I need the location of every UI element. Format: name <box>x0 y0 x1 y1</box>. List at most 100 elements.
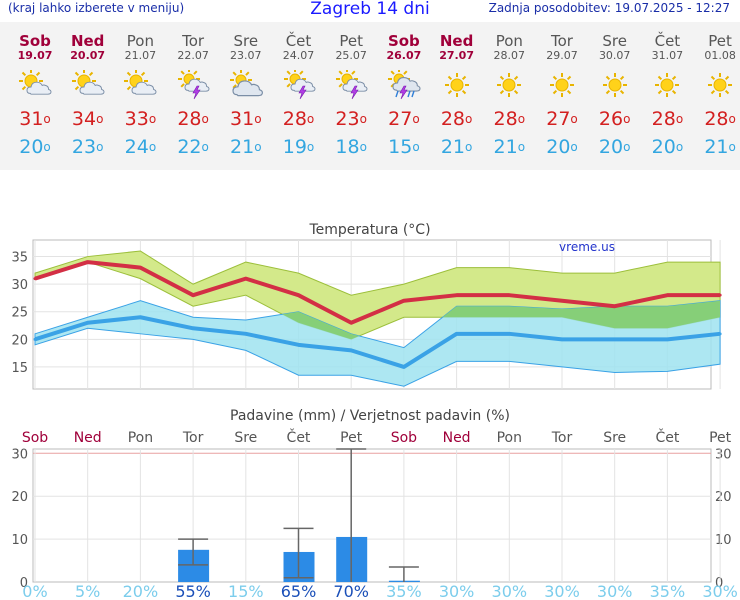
max-temp: 27o <box>546 108 578 130</box>
precip-probability-label: 20% <box>123 582 159 600</box>
max-temp: 31o <box>230 108 262 130</box>
min-temp-value: 24 <box>124 136 149 158</box>
min-temp: 24o <box>124 136 157 158</box>
day-column: Sob 19.07 31o 20o <box>9 22 61 170</box>
sun-cloud-rain-thunder-icon <box>387 68 421 100</box>
precip-probability-label: 30% <box>702 582 738 600</box>
sun-icon <box>492 70 526 100</box>
precip-day-label: Tor <box>551 430 573 446</box>
precip-probability-label: 70% <box>333 582 369 600</box>
max-temp-point <box>244 277 248 281</box>
min-temp-point <box>349 348 353 352</box>
location-menu-hint[interactable]: (kraj lahko izberete v meniju) <box>8 1 185 15</box>
precip-probability-label: 5% <box>75 582 100 600</box>
day-date: 24.07 <box>282 49 315 62</box>
max-temp-point <box>560 299 564 303</box>
min-temp-point <box>402 365 406 369</box>
day-name: Sre <box>233 32 259 50</box>
max-temp-value: 28 <box>651 108 676 130</box>
day-name: Čet <box>285 32 312 50</box>
precip-day-label: Sob <box>22 430 48 446</box>
min-temp-value: 21 <box>704 136 729 158</box>
day-name: Sob <box>387 32 420 50</box>
temp-tick-label: 35 <box>11 251 28 266</box>
precip-probability-label: 30% <box>544 582 580 600</box>
min-temp: 21o <box>440 136 473 158</box>
sun-icon <box>440 70 474 100</box>
precip-day-label: Pet <box>709 430 732 446</box>
day-name: Tor <box>551 32 573 50</box>
day-column: Ned 20.07 34o 23o <box>62 22 114 170</box>
precip-probability-label: 30% <box>439 582 475 600</box>
min-temp: 18o <box>335 136 367 158</box>
max-temp-value: 28 <box>493 108 518 130</box>
min-temp-value: 23 <box>71 136 97 158</box>
precip-probability-label: 15% <box>228 582 264 600</box>
max-temp: 27o <box>388 108 420 130</box>
day-column: Pon 21.07 33o 24o <box>114 22 166 170</box>
min-temp-point <box>455 332 459 336</box>
precip-tick-label-left: 20 <box>11 490 28 505</box>
precip-day-label: Sob <box>391 430 417 446</box>
day-date: 31.07 <box>651 49 684 62</box>
max-temp: 28o <box>282 108 315 130</box>
watermark: vreme.us <box>559 240 615 254</box>
min-temp: 23o <box>71 136 104 158</box>
min-temp-point <box>613 337 617 341</box>
temp-tick-label: 15 <box>11 361 28 376</box>
min-temp-line <box>34 315 721 369</box>
precip-tick-label-left: 10 <box>11 533 28 548</box>
min-temp: 15o <box>388 136 420 158</box>
min-temp-point <box>138 315 142 319</box>
min-temp-value: 21 <box>440 136 466 158</box>
header: (kraj lahko izberete v meniju) Zagreb 14… <box>0 0 740 20</box>
sun-cloud-thunder-icon <box>282 68 316 100</box>
max-temp-value: 31 <box>19 108 44 130</box>
min-temp-value: 21 <box>230 136 255 158</box>
day-date: 30.07 <box>598 49 631 62</box>
min-temp: 19o <box>282 136 315 158</box>
sun-icon <box>703 70 737 100</box>
day-date: 01.08 <box>704 49 736 62</box>
precip-day-label: Čet <box>655 428 679 446</box>
precip-tick-label-left: 30 <box>11 447 28 462</box>
max-temp-point <box>718 293 722 297</box>
precip-day-label: Ned <box>74 430 102 446</box>
last-updated: Zadnja posodobitev: 19.07.2025 - 12:27 <box>488 1 730 15</box>
max-temp-point <box>349 321 353 325</box>
min-temp-point <box>86 321 90 325</box>
max-temp-point <box>402 299 406 303</box>
min-temp-value: 20 <box>19 136 44 158</box>
max-temp-value: 33 <box>124 108 149 130</box>
day-name: Pon <box>495 32 523 50</box>
day-column: Sre 23.07 31o 21o <box>220 22 272 170</box>
max-temp: 28o <box>177 108 209 130</box>
max-temp: 34o <box>71 108 104 130</box>
sun-icon <box>545 70 579 100</box>
precip-day-label: Pon <box>128 430 153 446</box>
min-temp: 20o <box>651 136 684 158</box>
max-temp: 31o <box>19 108 51 130</box>
min-temp-point <box>718 332 722 336</box>
min-temp-point <box>560 337 564 341</box>
day-date: 26.07 <box>386 49 422 62</box>
temp-chart-title: Temperatura (°C) <box>308 222 430 238</box>
precip-chart-title: Padavine (mm) / Verjetnost padavin (%) <box>230 408 510 424</box>
max-temp-point <box>191 293 195 297</box>
max-temp-value: 27 <box>546 108 571 130</box>
min-temp-point <box>191 326 195 330</box>
precip-probability-label: 0% <box>22 582 47 600</box>
min-temp-value: 15 <box>388 136 413 158</box>
day-column: Čet 24.07 28o 19o <box>273 22 325 170</box>
min-temp: 22o <box>177 136 209 158</box>
min-temp-point <box>665 337 669 341</box>
min-temp: 20o <box>546 136 578 158</box>
max-temp: 23o <box>335 108 367 130</box>
day-column: Čet 31.07 28o 20o <box>641 22 693 170</box>
max-temp-line <box>34 260 721 325</box>
day-column: Pet 25.07 23o 18o <box>325 22 377 170</box>
precip-probability-label: 65% <box>281 582 317 600</box>
precip-day-label: Pon <box>497 430 522 446</box>
max-temp: 28o <box>651 108 684 130</box>
max-temp-value: 34 <box>71 108 97 130</box>
